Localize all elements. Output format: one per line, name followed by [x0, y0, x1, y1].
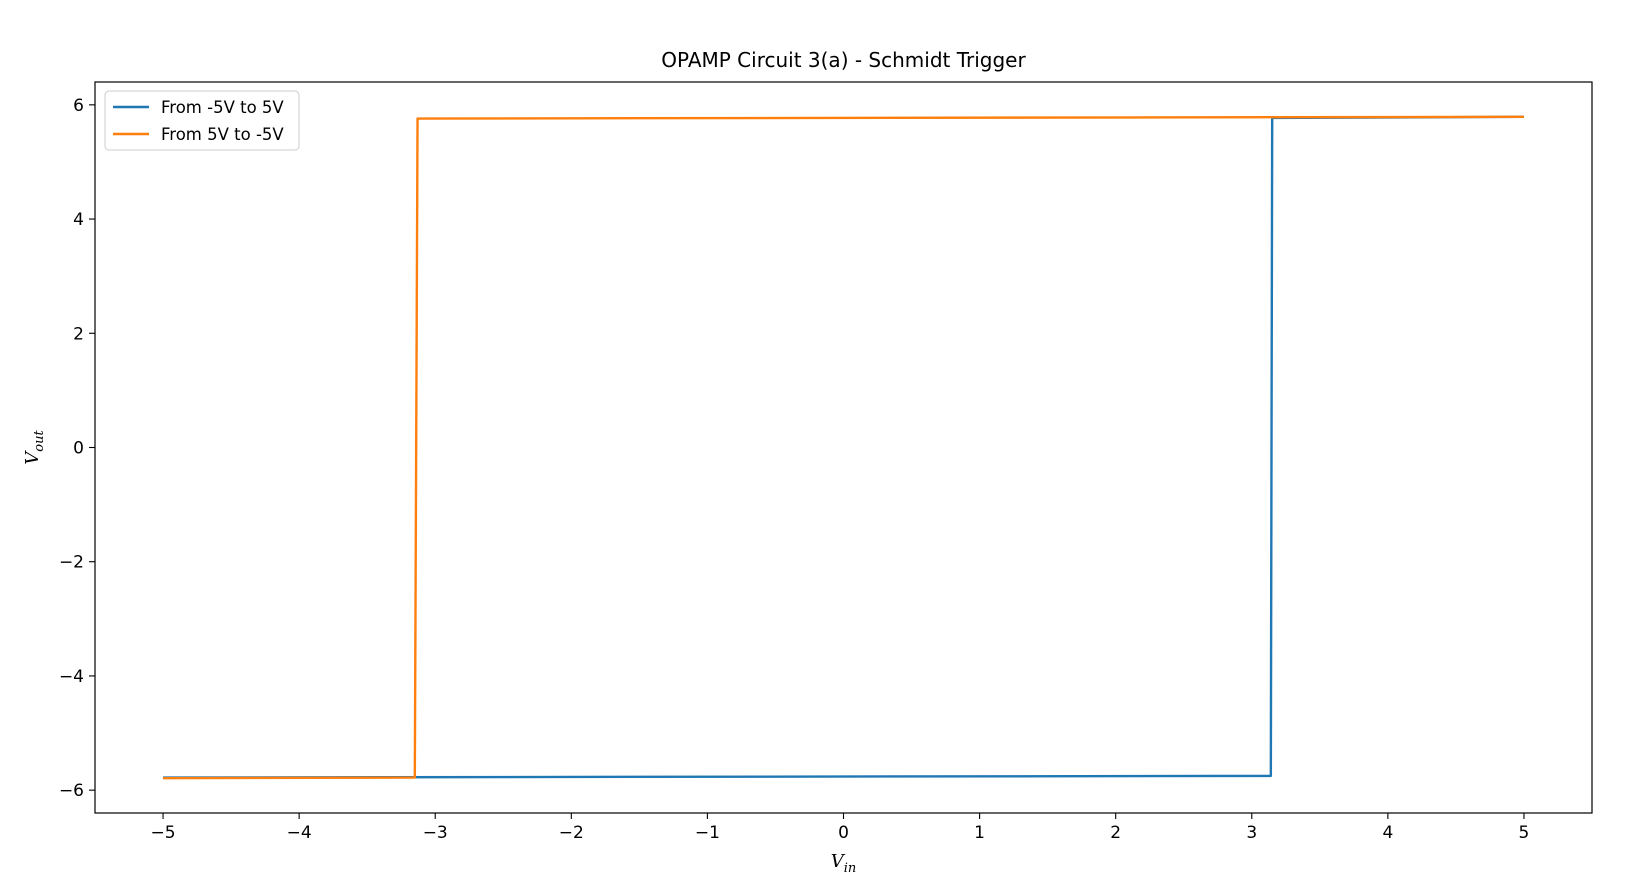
- y-tick-label: 6: [73, 96, 84, 116]
- x-axis: −5 −4 −3 −2 −1 0 1 2 3 4 5: [151, 813, 1530, 843]
- x-axis-label: Vin: [831, 851, 857, 876]
- x-tick-label: −5: [151, 823, 176, 843]
- x-tick-label: 2: [1110, 823, 1121, 843]
- series-group: [163, 115, 1524, 780]
- y-axis: −6 −4 −2 0 2 4 6: [59, 96, 95, 801]
- x-tick-label: 4: [1382, 823, 1393, 843]
- y-tick-label: 2: [73, 324, 84, 344]
- y-tick-label: −2: [59, 553, 84, 573]
- x-tick-label: −4: [287, 823, 312, 843]
- y-axis-label: Vout: [22, 430, 47, 465]
- legend-box: [104, 90, 300, 151]
- x-axis-label-sub: in: [844, 861, 857, 876]
- x-tick-label: 1: [974, 823, 985, 843]
- series-line-2: [163, 115, 1524, 780]
- chart-title: OPAMP Circuit 3(a) - Schmidt Trigger: [661, 48, 1026, 72]
- series-line-1: [163, 115, 1524, 779]
- legend-label-1: From -5V to 5V: [161, 98, 284, 117]
- x-tick-label: 5: [1519, 823, 1530, 843]
- legend-label-2: From 5V to -5V: [161, 125, 284, 144]
- y-tick-label: 4: [73, 210, 84, 230]
- x-axis-label-base: V: [831, 851, 846, 872]
- plot-frame: [94, 81, 1593, 814]
- y-tick-label: 0: [73, 439, 84, 459]
- y-axis-label-sub: out: [32, 430, 47, 452]
- x-tick-label: −2: [559, 823, 584, 843]
- y-tick-label: −4: [59, 667, 84, 687]
- y-axis-label-base: V: [22, 450, 43, 465]
- x-tick-label: −1: [695, 823, 720, 843]
- legend: From -5V to 5V From 5V to -5V: [104, 90, 300, 151]
- x-tick-label: −3: [423, 823, 448, 843]
- x-tick-label: 3: [1246, 823, 1257, 843]
- y-tick-label: −6: [59, 781, 84, 801]
- x-tick-label: 0: [838, 823, 849, 843]
